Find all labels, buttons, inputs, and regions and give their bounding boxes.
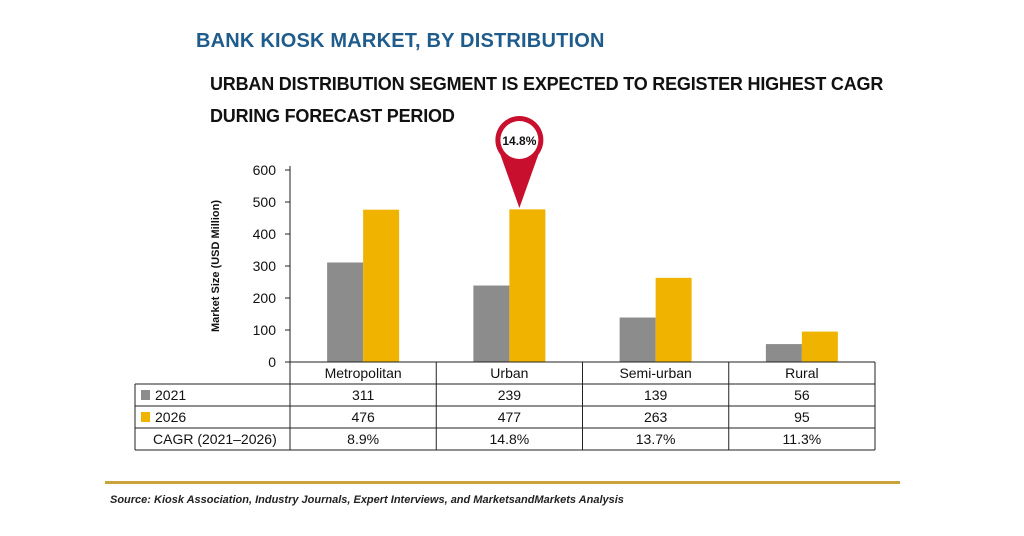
bar-2021-urban <box>473 285 510 362</box>
cagr-cell: 8.9% <box>347 431 379 447</box>
divider-rule <box>105 481 900 484</box>
value-cell-2021: 139 <box>644 387 668 403</box>
subtitle-line-1: URBAN DISTRIBUTION SEGMENT IS EXPECTED T… <box>210 74 884 94</box>
chart-title: BANK KIOSK MARKET, BY DISTRIBUTION <box>196 30 605 52</box>
legend-swatch-2026 <box>141 412 150 422</box>
callout-label: 14.8% <box>502 134 536 148</box>
value-cell-2026: 476 <box>351 409 375 425</box>
legend-label-2021: 2021 <box>155 387 186 403</box>
category-label: Rural <box>785 365 818 381</box>
bar-2026-urban <box>509 209 546 362</box>
cagr-cell: 13.7% <box>636 431 676 447</box>
bar-2026-rural <box>801 331 838 362</box>
value-cell-2026: 95 <box>794 409 810 425</box>
category-label: Semi-urban <box>619 365 691 381</box>
y-tick-label: 400 <box>253 226 277 242</box>
y-tick-label: 200 <box>253 290 277 306</box>
value-cell-2021: 56 <box>794 387 810 403</box>
value-cell-2026: 263 <box>644 409 668 425</box>
bar-2021-semi-urban <box>619 317 656 362</box>
y-tick-label: 300 <box>253 258 277 274</box>
subtitle-line-2: DURING FORECAST PERIOD <box>210 106 455 126</box>
legend-label-2026: 2026 <box>155 409 186 425</box>
value-cell-2021: 239 <box>498 387 522 403</box>
callout-pin-center <box>500 121 539 159</box>
y-tick-label: 100 <box>253 322 277 338</box>
bar-2026-metropolitan <box>363 209 400 362</box>
y-tick-label: 500 <box>253 194 277 210</box>
category-label: Urban <box>490 365 528 381</box>
y-tick-label: 0 <box>268 354 276 370</box>
y-axis-title: Market Size (USD Million) <box>210 200 222 332</box>
legend-swatch-2021 <box>141 390 150 400</box>
callout-pin-tail <box>500 154 539 208</box>
y-tick-label: 600 <box>253 162 277 178</box>
source-note: Source: Kiosk Association, Industry Jour… <box>110 494 624 506</box>
cagr-cell: 14.8% <box>490 431 530 447</box>
chart-subtitle: URBAN DISTRIBUTION SEGMENT IS EXPECTED T… <box>210 68 910 132</box>
bar-2021-metropolitan <box>327 262 364 362</box>
bar-2021-rural <box>765 344 802 362</box>
bar-2026-semi-urban <box>655 277 692 362</box>
value-cell-2021: 311 <box>352 387 375 403</box>
category-label: Metropolitan <box>325 365 402 381</box>
value-cell-2026: 477 <box>498 409 522 425</box>
cagr-row-label: CAGR (2021–2026) <box>153 431 277 447</box>
cagr-cell: 11.3% <box>783 431 822 447</box>
